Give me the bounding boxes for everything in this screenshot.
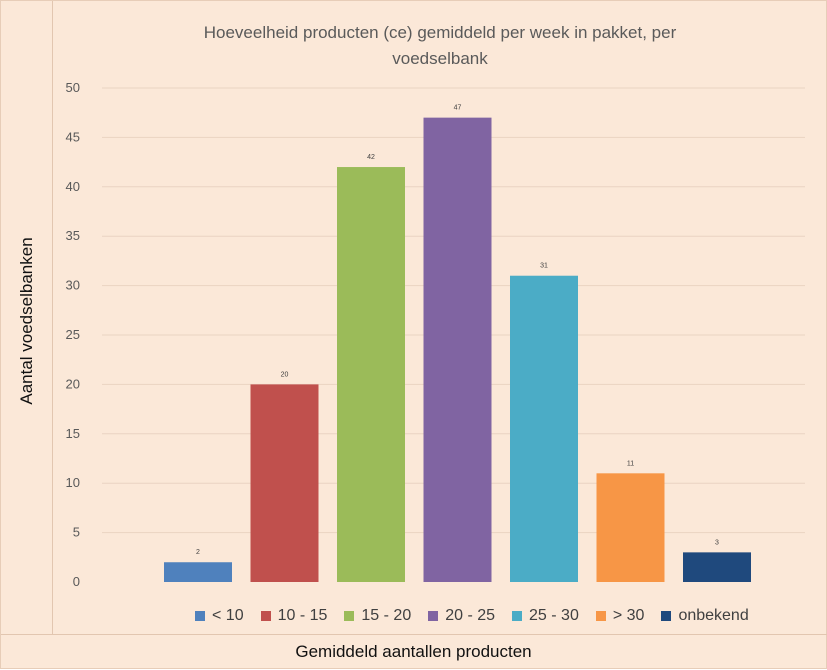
legend-swatch: [428, 611, 439, 621]
data-label-6: 3: [715, 539, 719, 546]
legend-item-6: onbekend: [661, 607, 749, 625]
data-label-5: 11: [627, 460, 634, 467]
y-tick-label: 20: [66, 376, 80, 391]
y-tick-label: 50: [66, 80, 80, 95]
bar-4: [510, 275, 578, 582]
y-tick-label: 10: [66, 475, 80, 490]
legend-item-5: > 30: [595, 607, 645, 625]
bar-0: [164, 562, 232, 582]
y-tick-10: 50: [66, 80, 805, 95]
legend-label: onbekend: [678, 607, 749, 624]
legend-swatch: [661, 611, 672, 621]
y-tick-label: 40: [66, 179, 80, 194]
legend-label: 10 - 15: [277, 607, 328, 624]
data-label-3: 47: [454, 105, 462, 112]
data-label-2: 42: [367, 154, 375, 161]
x-axis-label: Gemiddeld aantallen producten: [295, 642, 532, 661]
y-tick-label: 35: [66, 228, 80, 243]
x-axis-title-panel: [1, 634, 827, 670]
bar-1: [250, 384, 319, 582]
bar-5: [596, 473, 665, 582]
legend-swatch: [195, 611, 205, 621]
y-tick-label: 45: [66, 129, 80, 144]
bar-3: [423, 117, 492, 582]
legend-label: > 30: [612, 607, 645, 624]
data-label-0: 2: [196, 549, 200, 556]
y-tick-label: 15: [66, 426, 80, 441]
bar-6: [683, 552, 751, 582]
legend-swatch: [595, 611, 606, 621]
legend-swatch: [344, 611, 355, 621]
legend-label: < 10: [212, 607, 244, 624]
y-axis-title-panel: Aantal voedselbanken: [1, 1, 53, 634]
legend-item-2: 15 - 20: [344, 607, 411, 625]
chart-title-line-2: voedselbank: [392, 49, 488, 68]
legend-label: 20 - 25: [445, 607, 496, 624]
legend-swatch: [260, 611, 271, 621]
legend-label: 25 - 30: [529, 607, 579, 624]
chart-title: Hoeveelheid producten (ce) gemiddeld per…: [160, 20, 720, 72]
legend-item-4: 25 - 30: [512, 607, 579, 625]
y-tick-0: 0: [73, 574, 80, 589]
data-label-4: 31: [540, 263, 548, 270]
y-tick-label: 5: [73, 525, 80, 540]
y-tick-label: 0: [73, 574, 80, 589]
legend-item-1: 10 - 15: [260, 607, 328, 625]
legend-label: 15 - 20: [361, 607, 412, 624]
legend-swatch: [512, 611, 523, 621]
data-label-1: 20: [281, 371, 289, 378]
y-tick-label: 30: [66, 278, 80, 293]
bar-2: [337, 167, 405, 583]
legend-item-3: 20 - 25: [428, 607, 495, 625]
y-tick-label: 25: [66, 327, 80, 342]
legend: < 10 10 - 15 15 - 20 20 - 25 25 - 30 > 30 onbe…: [195, 606, 766, 626]
chart-title-line-1: Hoeveelheid producten (ce) gemiddeld per…: [203, 23, 677, 42]
legend-item-0: < 10: [195, 607, 244, 625]
